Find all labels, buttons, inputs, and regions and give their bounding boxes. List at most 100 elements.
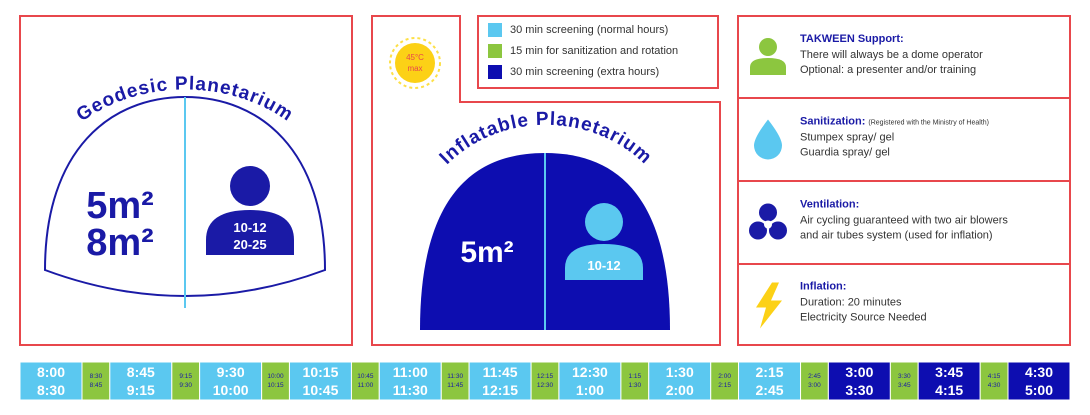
info-title: Inflation: bbox=[800, 281, 846, 293]
slot-start: 3:45 bbox=[935, 364, 963, 380]
time-slot bbox=[558, 361, 622, 401]
info-line: and air tubes system (used for inflation… bbox=[800, 230, 993, 242]
info-title: TAKWEEN Support: bbox=[800, 33, 904, 45]
slot-end: 8:45 bbox=[90, 382, 103, 389]
time-slot bbox=[19, 361, 83, 401]
fan-icon bbox=[749, 221, 767, 240]
area-value: 5m² bbox=[460, 236, 513, 269]
time-slot bbox=[979, 361, 1009, 401]
time-slot bbox=[350, 361, 380, 401]
slot-end: 11:45 bbox=[447, 382, 463, 389]
age-range: 10-12 bbox=[587, 258, 620, 273]
legend-label: 30 min screening (extra hours) bbox=[510, 66, 659, 78]
person-icon bbox=[750, 58, 786, 75]
time-slot bbox=[440, 361, 470, 401]
slot-start: 12:30 bbox=[572, 364, 608, 380]
time-slot bbox=[889, 361, 919, 401]
temperature: 45°C bbox=[406, 53, 424, 62]
area-value: 8m² bbox=[86, 222, 154, 264]
slot-end: 2:00 bbox=[666, 382, 694, 398]
slot-end: 1:00 bbox=[576, 382, 604, 398]
slot-end: 2:15 bbox=[718, 382, 731, 389]
person-body bbox=[565, 244, 643, 280]
time-slot bbox=[468, 361, 532, 401]
time-slot bbox=[710, 361, 740, 401]
fan-icon bbox=[764, 220, 772, 229]
info-title-text: Ventilation: bbox=[800, 199, 859, 211]
slot-end: 12:15 bbox=[482, 382, 518, 398]
info-title-text: Sanitization: bbox=[800, 116, 865, 128]
person-head bbox=[230, 166, 270, 206]
time-slot bbox=[109, 361, 173, 401]
slot-end: 2:45 bbox=[756, 382, 784, 398]
person-icon bbox=[759, 38, 777, 56]
info-line: There will always be a dome operator bbox=[800, 49, 983, 61]
slot-start: 10:45 bbox=[357, 373, 374, 380]
time-slot bbox=[1007, 361, 1071, 401]
temperature-note: max bbox=[407, 64, 422, 73]
slot-start: 10:00 bbox=[267, 373, 284, 380]
legend-swatch bbox=[488, 44, 502, 58]
time-slot bbox=[171, 361, 201, 401]
slot-end: 8:30 bbox=[37, 382, 65, 398]
info-panel: TAKWEEN Support: There will always be a d… bbox=[737, 15, 1071, 346]
slot-start: 2:15 bbox=[756, 364, 784, 380]
area-value: 5m² bbox=[86, 185, 154, 227]
slot-start: 8:30 bbox=[90, 373, 103, 380]
age-range: 20-25 bbox=[233, 237, 266, 252]
info-title: Sanitization: (Registered with the Minist… bbox=[800, 116, 989, 128]
info-line: Guardia spray/ gel bbox=[800, 147, 890, 159]
slot-start: 11:30 bbox=[447, 373, 463, 380]
slot-end: 9:15 bbox=[127, 382, 155, 398]
slot-start: 1:30 bbox=[666, 364, 694, 380]
time-slot bbox=[288, 361, 352, 401]
slot-end: 5:00 bbox=[1025, 382, 1053, 398]
info-line: Electricity Source Needed bbox=[800, 312, 927, 324]
info-line: Air cycling guaranteed with two air blow… bbox=[800, 215, 1008, 227]
time-slot bbox=[81, 361, 111, 401]
time-slot bbox=[261, 361, 290, 401]
info-line: Duration: 20 minutes bbox=[800, 297, 902, 309]
slot-end: 10:45 bbox=[303, 382, 339, 398]
fan-icon bbox=[759, 203, 777, 222]
inflatable-panel bbox=[371, 15, 721, 346]
age-range: 10-12 bbox=[233, 220, 266, 235]
slot-end: 3:45 bbox=[898, 382, 911, 389]
legend-label: 30 min screening (normal hours) bbox=[510, 24, 668, 36]
slot-start: 2:45 bbox=[808, 373, 821, 380]
time-slot bbox=[199, 361, 263, 401]
person-head bbox=[585, 203, 623, 241]
legend-swatch bbox=[488, 65, 502, 79]
slot-start: 12:15 bbox=[537, 373, 554, 380]
slot-end: 9:30 bbox=[179, 382, 192, 389]
time-slot bbox=[917, 361, 981, 401]
sun-ray bbox=[389, 37, 441, 89]
bolt-icon bbox=[756, 282, 782, 329]
time-slot bbox=[827, 361, 891, 401]
slot-end: 10:15 bbox=[267, 382, 284, 389]
slot-start: 2:00 bbox=[718, 373, 731, 380]
slot-end: 3:30 bbox=[845, 382, 873, 398]
info-title-text: TAKWEEN Support: bbox=[800, 33, 904, 45]
slot-end: 10:00 bbox=[213, 382, 249, 398]
time-slot bbox=[648, 361, 712, 401]
slot-end: 12:30 bbox=[537, 382, 554, 389]
slot-start: 11:00 bbox=[393, 364, 428, 380]
fan-icon bbox=[769, 221, 787, 240]
slot-end: 4:15 bbox=[935, 382, 963, 398]
geodesic-panel bbox=[19, 15, 353, 346]
slot-start: 11:45 bbox=[483, 364, 518, 380]
slot-start: 9:30 bbox=[217, 364, 245, 380]
slot-start: 8:00 bbox=[37, 364, 65, 380]
slot-start: 3:30 bbox=[898, 373, 911, 380]
timeline: 8:00 8:30 8:30 8:45 8:45 9:15 9:15 9:30 9:30 10:0… bbox=[19, 361, 1071, 401]
info-title: Ventilation: bbox=[800, 199, 859, 211]
info-title-text: Inflation: bbox=[800, 281, 846, 293]
slot-end: 11:30 bbox=[393, 382, 428, 398]
person-body bbox=[206, 210, 294, 255]
info-box bbox=[737, 263, 1071, 346]
info-note: (Registered with the Ministry of Health) bbox=[868, 120, 989, 127]
slot-start: 9:15 bbox=[179, 373, 192, 380]
drop-icon bbox=[754, 119, 782, 160]
info-line: Optional: a presenter and/or training bbox=[800, 64, 976, 76]
